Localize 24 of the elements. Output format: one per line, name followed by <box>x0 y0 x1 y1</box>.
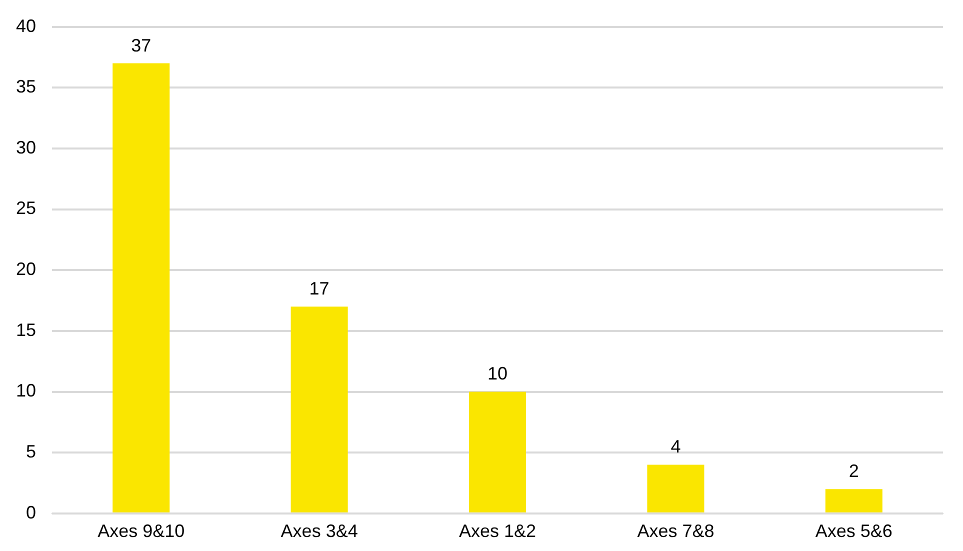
y-tick-label: 20 <box>16 259 36 280</box>
data-label: 37 <box>131 35 152 56</box>
y-tick-label: 10 <box>16 380 36 401</box>
bar <box>469 392 526 512</box>
data-label: 17 <box>309 278 330 299</box>
x-tick-label: Axes 3&4 <box>280 521 358 542</box>
bar <box>112 63 170 512</box>
y-tick-label: 5 <box>26 442 36 462</box>
y-tick-label: 35 <box>16 76 36 97</box>
y-tick-label: 0 <box>26 502 36 522</box>
y-tick-label: 30 <box>16 137 36 158</box>
data-label: 10 <box>487 364 508 384</box>
x-tick-label: Axes 9&10 <box>98 521 185 542</box>
x-tick-label: Axes 5&6 <box>815 521 892 542</box>
x-tick-label: Axes 1&2 <box>458 521 536 542</box>
y-tick-label: 25 <box>16 198 36 218</box>
data-label: 4 <box>670 436 681 457</box>
x-tick-label: Axes 7&8 <box>637 521 714 542</box>
bar <box>825 489 882 512</box>
bar <box>290 306 348 512</box>
bar <box>647 464 704 512</box>
y-tick-label: 15 <box>16 320 36 340</box>
data-label: 2 <box>848 461 859 482</box>
y-tick-label: 40 <box>16 16 36 36</box>
